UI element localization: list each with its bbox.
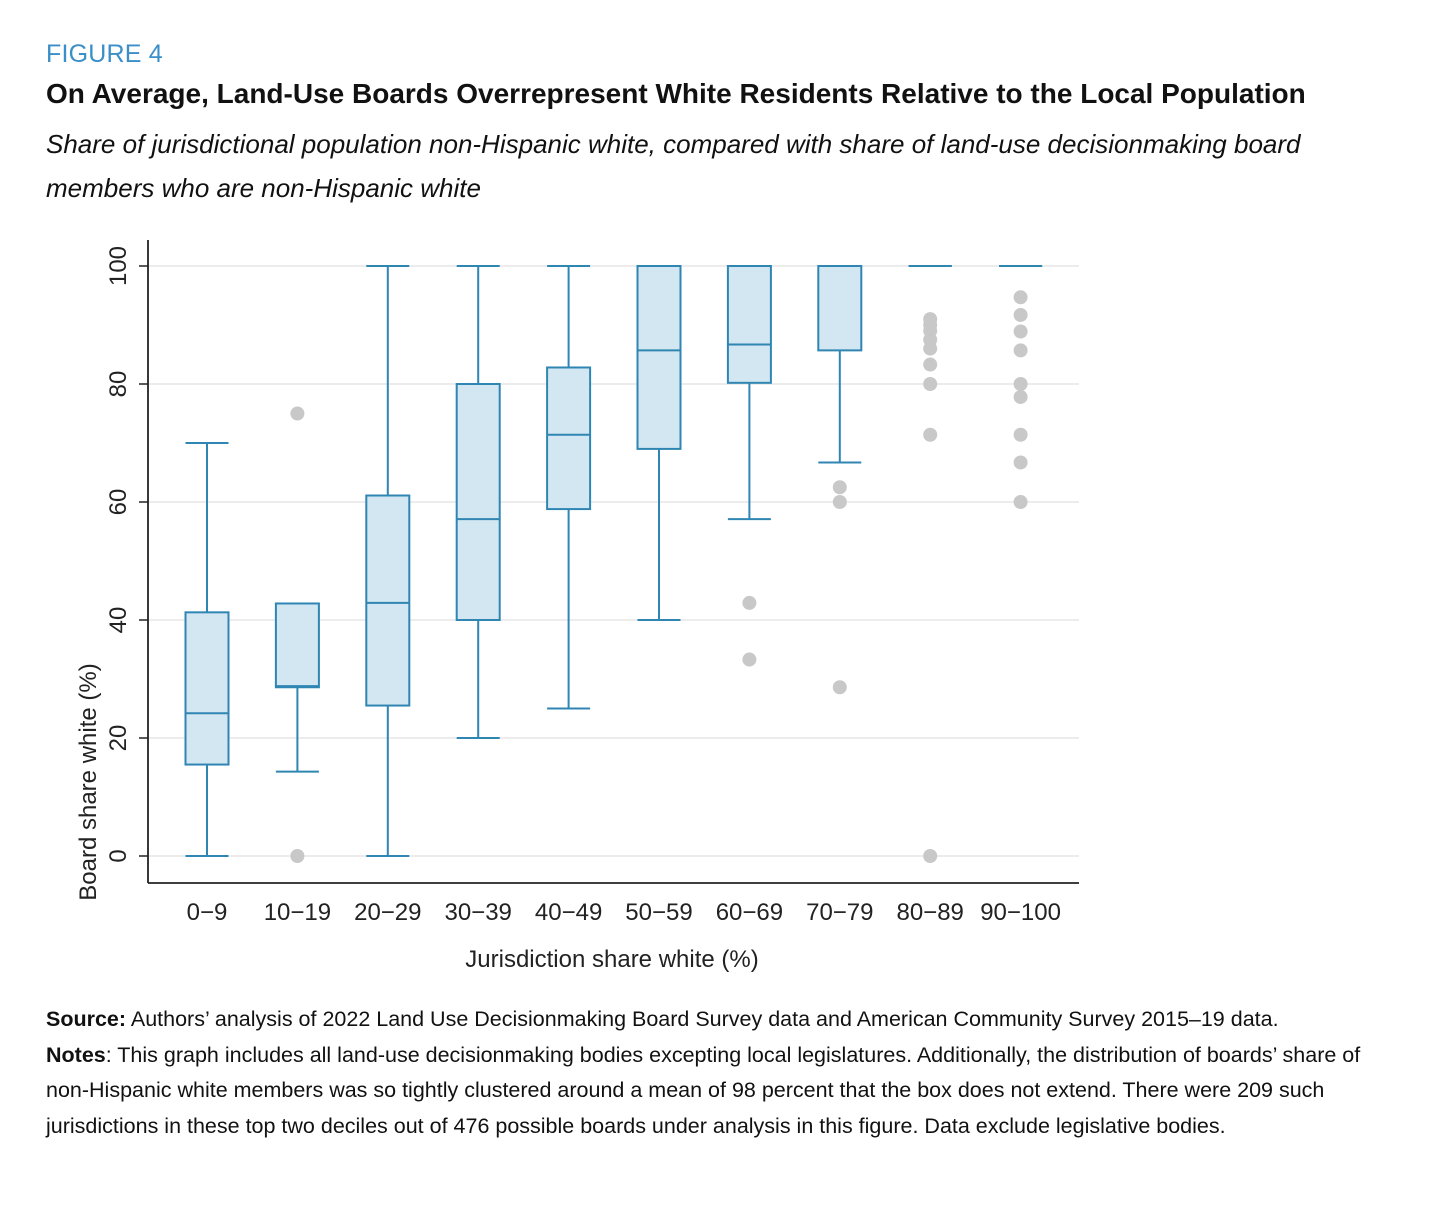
outlier-point: [742, 595, 757, 610]
outlier-point: [923, 427, 938, 442]
x-tick-label-8: 80−89: [896, 899, 963, 926]
y-tick-label-0: 0: [105, 849, 132, 862]
x-tick-label-0: 0−9: [187, 899, 228, 926]
outlier-point: [1013, 377, 1028, 391]
box-iqr: [817, 265, 863, 352]
outlier-point: [832, 680, 847, 695]
figure-footer: Source: Authors’ analysis of 2022 Land U…: [46, 1002, 1386, 1144]
y-axis-title: Board share white (%): [75, 663, 102, 900]
y-tick-label-80: 80: [105, 371, 132, 398]
boxes: [184, 265, 1043, 863]
outlier-point: [1013, 343, 1028, 358]
box-iqr: [546, 366, 592, 511]
x-tick-label-1: 10−19: [264, 899, 331, 926]
outlier-point: [832, 495, 847, 509]
box-iqr: [455, 383, 501, 621]
box-group-5: [636, 265, 682, 621]
y-tick-label-60: 60: [105, 489, 132, 516]
x-tick-labels: 0−9 10−19 20−29 30−39 40−49 50−59 60−69 70−79 80…: [187, 899, 1061, 926]
notes-label: Notes: [46, 1042, 106, 1067]
outlier-point: [923, 377, 938, 391]
y-tick-label-20: 20: [105, 725, 132, 752]
y-tick-labels: 0 20 40 60 80 100: [105, 246, 148, 863]
source-text: Authors’ analysis of 2022 Land Use Decis…: [126, 1007, 1279, 1031]
box-group-8: [908, 265, 952, 863]
box-iqr: [365, 494, 411, 707]
figure-label: FIGURE 4: [46, 40, 163, 68]
notes-text: : This graph includes all land-use decis…: [46, 1042, 1361, 1138]
outlier-point: [742, 652, 757, 667]
x-tick-label-4: 40−49: [535, 899, 602, 926]
box-group-9: [999, 265, 1043, 509]
box-group-2: [365, 265, 411, 857]
box-plot-chart: 0 20 40 60 80 100 0−9 10−19 20−29 30−39 40−49 50−5…: [75, 240, 1079, 973]
x-tick-label-7: 70−79: [806, 899, 873, 926]
x-axis-title: Jurisdiction share white (%): [465, 946, 758, 973]
box-iqr: [274, 602, 320, 689]
outlier-point: [1013, 427, 1028, 442]
box-iqr: [636, 265, 682, 450]
figure-subtitle: Share of jurisdictional population non-H…: [46, 129, 1301, 203]
x-tick-label-3: 30−39: [444, 899, 511, 926]
y-tick-label-40: 40: [105, 607, 132, 634]
outlier-point: [290, 849, 305, 863]
axes: [147, 240, 1079, 884]
x-tick-label-9: 90−100: [980, 899, 1061, 926]
box-group-0: [184, 442, 230, 857]
x-tick-label-5: 50−59: [625, 899, 692, 926]
box-iqr: [184, 611, 230, 766]
outlier-point: [290, 406, 305, 421]
y-tick-label-100: 100: [105, 246, 132, 286]
box-group-1: [274, 406, 320, 863]
outlier-point: [1013, 307, 1028, 322]
outlier-point: [923, 849, 938, 863]
figure-title: On Average, Land-Use Boards Overrepresen…: [46, 78, 1306, 109]
outlier-point: [832, 480, 847, 495]
box-group-7: [817, 265, 863, 695]
box-group-6: [726, 265, 772, 667]
grid-lines: [149, 265, 1079, 857]
x-tick-label-6: 60−69: [716, 899, 783, 926]
outlier-point: [923, 341, 938, 356]
box-iqr: [726, 265, 772, 384]
outlier-point: [923, 357, 938, 372]
outlier-point: [1013, 455, 1028, 470]
outlier-point: [1013, 495, 1028, 509]
source-label: Source:: [46, 1007, 127, 1031]
outlier-point: [1013, 324, 1028, 339]
box-group-4: [546, 265, 592, 710]
outlier-point: [1013, 290, 1028, 305]
box-group-3: [455, 265, 501, 739]
x-tick-label-2: 20−29: [354, 899, 421, 926]
outlier-point: [1013, 389, 1028, 404]
